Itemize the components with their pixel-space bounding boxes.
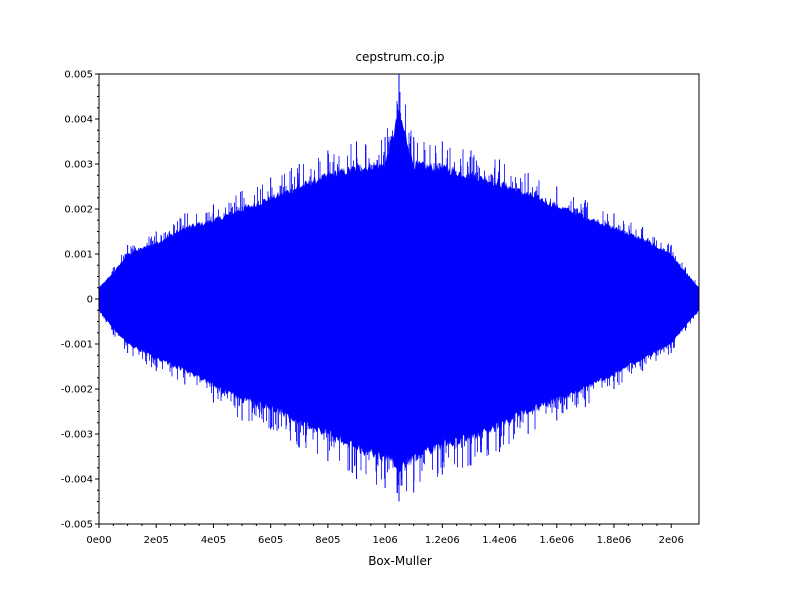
y-tick-label: -0.004 <box>61 475 93 486</box>
x-tick-label: 2e06 <box>659 535 684 546</box>
y-tick-label: -0.001 <box>61 340 93 351</box>
y-tick-label: 0.004 <box>64 115 93 126</box>
series-0 <box>98 74 700 502</box>
x-tick-label: 1.8e06 <box>597 535 632 546</box>
y-tick-label: 0.002 <box>64 205 93 216</box>
chart-title: cepstrum.co.jp <box>355 50 444 64</box>
x-tick-label: 0e00 <box>86 535 111 546</box>
series-peaks <box>112 74 687 502</box>
x-axis-title: Box-Muller <box>368 554 432 568</box>
x-tick-label: 2e05 <box>144 535 169 546</box>
y-tick-label: -0.003 <box>61 430 93 441</box>
x-tick-label: 1.6e06 <box>539 535 574 546</box>
x-tick-label: 1.4e06 <box>482 535 517 546</box>
y-tick-label: 0.003 <box>64 160 93 171</box>
series-layer <box>98 74 700 502</box>
axis-layer: 0.005 0.004 0.003 0.002 0.001 0 -0.001 -0.002 -0… <box>61 70 700 546</box>
x-tick-label: 8e05 <box>315 535 340 546</box>
y-tick-label: -0.002 <box>61 385 93 396</box>
x-tick-label: 6e05 <box>258 535 283 546</box>
x-tick-label: 1.2e06 <box>425 535 460 546</box>
y-tick-label: 0.001 <box>64 250 93 261</box>
y-tick-label: 0 <box>87 295 93 306</box>
x-tick-label: 1e06 <box>372 535 397 546</box>
x-tick-label: 4e05 <box>201 535 226 546</box>
y-tick-label: -0.005 <box>61 520 93 531</box>
y-tick-label: 0.005 <box>64 70 93 81</box>
